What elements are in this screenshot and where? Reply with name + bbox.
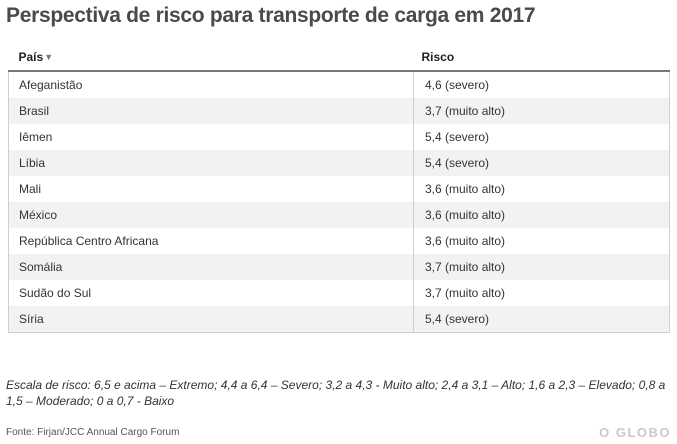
sort-desc-icon[interactable]: ▼ [44,51,54,62]
table-row: Sudão do Sul 3,7 (muito alto) [8,280,670,306]
table-body: Afeganistão 4,6 (severo) Brasil 3,7 (muito … [8,71,670,333]
cell-country: Brasil [8,98,414,124]
table-row: Brasil 3,7 (muito alto) [8,98,670,124]
cell-risk: 3,7 (muito alto) [413,98,670,124]
cell-risk: 4,6 (severo) [413,71,670,98]
table-header-row: País▼ Risco [8,43,670,72]
table-row: Líbia 5,4 (severo) [8,150,670,176]
cell-risk: 5,4 (severo) [413,306,670,333]
cell-country: República Centro Africana [8,228,414,254]
column-header-country-label: País [18,49,44,64]
risk-table-container: País▼ Risco Afeganistão 4,6 (severo) Brasi… [8,43,670,333]
cell-risk: 3,7 (muito alto) [413,280,670,306]
column-header-country[interactable]: País▼ [8,43,414,72]
table-row: República Centro Africana 3,6 (muito alto… [8,228,670,254]
cell-risk: 3,6 (muito alto) [413,202,670,228]
cell-country: Mali [8,176,414,202]
column-header-risk-label: Risco [421,49,455,64]
cell-risk: 5,4 (severo) [413,124,670,150]
table-row: Iêmen 5,4 (severo) [8,124,670,150]
cell-risk: 3,6 (muito alto) [413,228,670,254]
risk-table: País▼ Risco Afeganistão 4,6 (severo) Brasi… [8,43,670,333]
cell-risk: 3,6 (muito alto) [413,176,670,202]
cell-country: Somália [8,254,414,280]
cell-country: Afeganistão [8,71,414,98]
page-title: Perspectiva de risco para transporte de … [6,4,536,27]
cell-country: Sudão do Sul [8,280,414,306]
table-row: Mali 3,6 (muito alto) [8,176,670,202]
cell-country: México [8,202,414,228]
source-note: Fonte: Firjan/JCC Annual Cargo Forum [6,427,180,438]
column-header-risk: Risco [413,43,670,72]
table-row: México 3,6 (muito alto) [8,202,670,228]
cell-country: Iêmen [8,124,414,150]
cell-country: Líbia [8,150,414,176]
brand-logo: O GLOBO [599,425,671,440]
cell-country: Síria [8,306,414,333]
cell-risk: 5,4 (severo) [413,150,670,176]
table-row: Síria 5,4 (severo) [8,306,670,333]
risk-scale-note: Escala de risco: 6,5 e acima – Extremo; … [6,378,666,408]
table-row: Afeganistão 4,6 (severo) [8,71,670,98]
table-row: Somália 3,7 (muito alto) [8,254,670,280]
cell-risk: 3,7 (muito alto) [413,254,670,280]
